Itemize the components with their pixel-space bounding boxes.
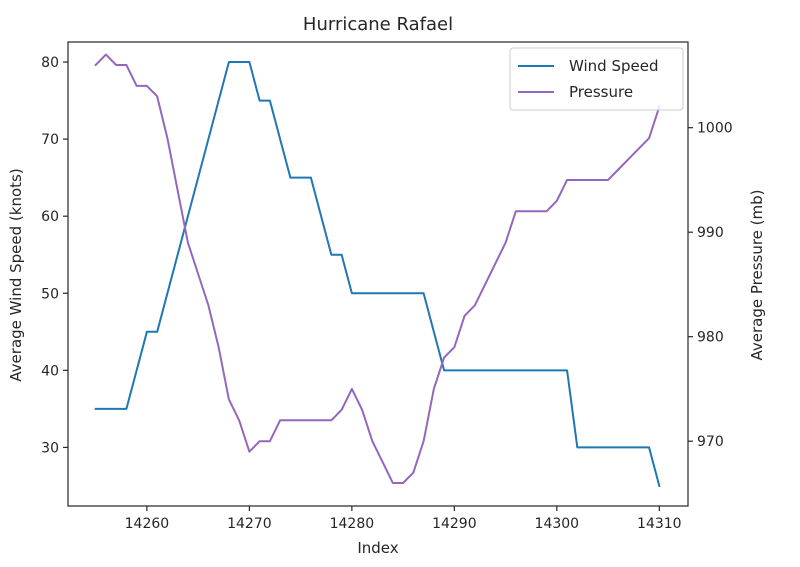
y-right-tick-label: 990 (697, 225, 724, 241)
y-axis-right-label: Average Pressure (mb) (748, 189, 766, 360)
legend-label-pressure: Pressure (569, 83, 633, 101)
y-left-tick-label: 70 (41, 132, 59, 148)
chart-title: Hurricane Rafael (303, 14, 453, 35)
y-left-tick-label: 30 (41, 440, 59, 456)
y-right-tick-label: 980 (697, 330, 724, 346)
plot-frame (67, 41, 689, 507)
series-line-wind-speed (94, 61, 661, 488)
legend-label-wind-speed: Wind Speed (569, 57, 659, 75)
y-left-tick-label: 40 (41, 363, 59, 379)
y-left-tick-label: 50 (41, 286, 59, 302)
x-axis-label: Index (357, 539, 398, 557)
y-right-tick-label: 970 (697, 434, 724, 450)
x-tick-label: 14290 (432, 516, 477, 532)
axes-layer: 14260 14270 14280 14290 14300 14310 30 40 50 60 70… (41, 41, 733, 532)
y-left-tick-label: 80 (41, 55, 59, 71)
legend-box (509, 47, 684, 111)
x-tick-label: 14270 (227, 516, 272, 532)
y-right-tick-label: 1000 (697, 121, 733, 137)
series-line-pressure (94, 53, 661, 485)
x-tick-label: 14280 (330, 516, 375, 532)
legend: Wind Speed Pressure (509, 47, 684, 111)
x-tick-label: 14260 (125, 516, 170, 532)
y-left-tick-label: 60 (41, 209, 59, 225)
series-layer (94, 53, 661, 488)
x-tick-label: 14310 (637, 516, 682, 532)
y-axis-left-label: Average Wind Speed (knots) (7, 168, 25, 381)
x-tick-label: 14300 (535, 516, 580, 532)
